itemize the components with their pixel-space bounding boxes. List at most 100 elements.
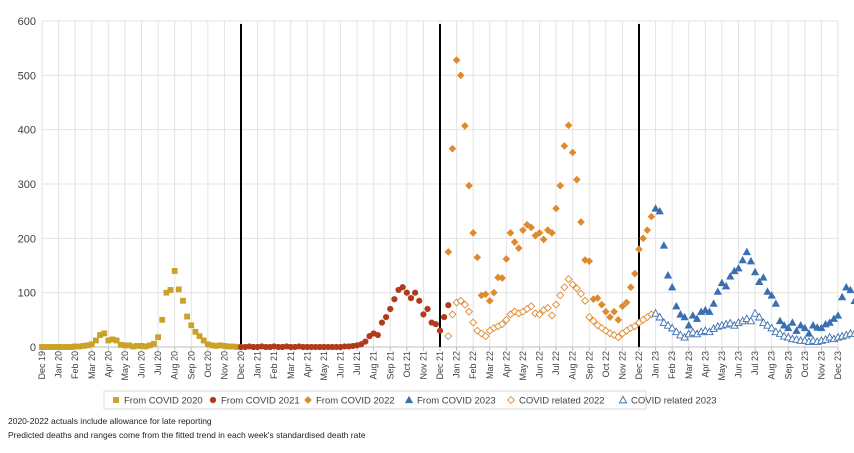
data-point: [606, 313, 614, 321]
data-point: [692, 314, 702, 322]
data-point: [817, 323, 826, 332]
data-point: [387, 305, 394, 313]
data-point: [792, 326, 801, 334]
series-from-covid-2023: [651, 204, 854, 337]
x-tick-label: Sep 23: [783, 351, 793, 380]
y-tick-label: 600: [18, 16, 36, 28]
data-point: [527, 223, 536, 232]
y-tick-label: 400: [18, 125, 36, 137]
data-point: [485, 296, 494, 305]
data-point: [560, 142, 569, 150]
data-point: [602, 307, 610, 316]
x-tick-label: Jul 23: [750, 351, 760, 375]
data-point: [552, 300, 561, 309]
y-tick-label: 100: [18, 288, 36, 300]
data-point: [663, 271, 673, 279]
data-point: [667, 323, 677, 332]
data-point: [846, 285, 854, 294]
legend-label: From COVID 2022: [316, 396, 395, 407]
data-point: [672, 302, 681, 310]
x-tick-label: May 20: [120, 351, 130, 381]
legend-label: From COVID 2023: [417, 396, 496, 407]
legend-marker: [209, 396, 217, 404]
data-point: [473, 253, 482, 262]
legend-marker: [618, 395, 628, 404]
x-tick-label: Jan 21: [253, 351, 263, 378]
data-point: [460, 300, 469, 309]
data-point: [659, 241, 668, 249]
data-point: [101, 330, 108, 337]
data-point: [742, 247, 751, 256]
data-point: [763, 320, 772, 329]
data-point: [155, 334, 161, 341]
data-point: [556, 181, 565, 190]
data-point: [809, 321, 818, 329]
x-tick-label: Aug 20: [170, 351, 180, 380]
data-point: [750, 267, 760, 276]
data-point: [800, 323, 809, 332]
data-point: [775, 316, 785, 325]
data-point: [568, 280, 577, 289]
x-tick-label: Nov 23: [816, 351, 826, 380]
x-tick-label: May 22: [518, 351, 528, 381]
data-point: [842, 283, 851, 291]
data-point: [763, 287, 772, 295]
x-tick-label: Nov 22: [617, 351, 627, 380]
data-point: [622, 298, 631, 307]
data-point: [651, 308, 660, 317]
legend-marker: [506, 395, 516, 405]
x-tick-label: Jul 21: [352, 351, 362, 375]
data-point: [527, 302, 536, 311]
data-point: [614, 316, 623, 324]
x-tick-label: Feb 22: [468, 351, 478, 379]
data-point: [709, 299, 718, 307]
data-point: [456, 71, 465, 80]
data-point: [481, 332, 490, 341]
x-tick-label: Sep 21: [385, 351, 395, 380]
data-point: [539, 235, 548, 244]
data-point: [825, 318, 834, 326]
data-point: [196, 333, 203, 340]
data-point: [597, 323, 606, 333]
data-point: [750, 308, 760, 317]
x-tick-label: Nov 20: [219, 351, 229, 380]
data-point: [448, 310, 457, 319]
legend-marker: [404, 395, 414, 404]
data-point: [445, 302, 452, 309]
data-point: [374, 331, 381, 339]
data-point: [734, 263, 743, 272]
data-point: [655, 312, 665, 321]
data-point: [838, 292, 847, 301]
footnote-predicted-deaths: Predicted deaths and ranges come from th…: [8, 430, 366, 440]
data-point: [436, 327, 444, 334]
data-point: [548, 229, 556, 237]
x-tick-label: May 21: [319, 351, 329, 381]
x-tick-label: Feb 23: [667, 351, 677, 379]
data-point: [825, 332, 835, 341]
legend-entry: COVID related 2023: [618, 395, 717, 407]
data-point: [663, 320, 673, 329]
data-point: [378, 319, 386, 326]
data-point: [771, 327, 781, 336]
data-point: [502, 315, 511, 324]
x-tick-label: Mar 21: [286, 351, 296, 379]
data-point: [626, 283, 635, 292]
data-point: [444, 248, 453, 256]
data-point: [755, 277, 764, 285]
data-point: [200, 337, 207, 344]
data-point: [796, 321, 805, 329]
x-tick-label: Oct 23: [800, 351, 810, 378]
data-point: [192, 328, 199, 335]
data-point: [597, 300, 606, 309]
data-point: [688, 327, 698, 336]
legend-label: From COVID 2021: [221, 396, 300, 407]
x-tick-label: Jul 22: [551, 351, 561, 375]
x-tick-label: Sep 20: [186, 351, 196, 380]
y-tick-label: 300: [18, 179, 36, 191]
data-point: [767, 323, 777, 332]
x-tick-label: Mar 20: [87, 351, 97, 379]
data-point: [362, 338, 369, 345]
data-point: [151, 340, 157, 347]
data-point: [552, 204, 560, 213]
data-point: [171, 268, 178, 274]
